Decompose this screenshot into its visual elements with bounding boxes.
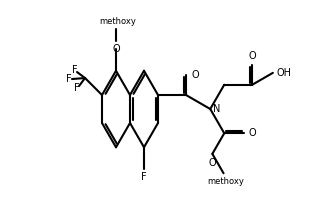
Text: O: O [208, 158, 216, 168]
Text: F: F [74, 83, 80, 93]
Text: O: O [249, 128, 256, 138]
Text: O: O [112, 44, 120, 54]
Text: O: O [248, 51, 256, 61]
Text: methoxy: methoxy [207, 177, 244, 186]
Text: methoxy: methoxy [100, 17, 137, 26]
Text: O: O [192, 70, 199, 81]
Text: F: F [72, 65, 78, 75]
Text: N: N [213, 104, 221, 114]
Text: F: F [66, 74, 72, 84]
Text: OH: OH [277, 68, 292, 78]
Text: F: F [141, 172, 147, 182]
